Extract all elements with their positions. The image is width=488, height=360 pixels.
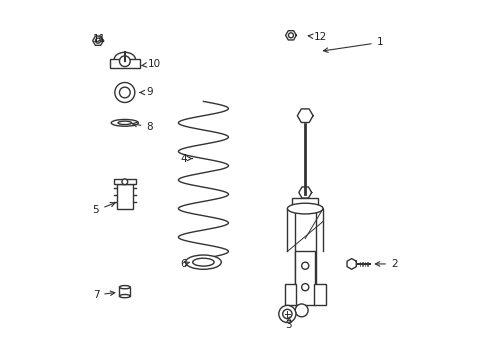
- Circle shape: [119, 87, 130, 98]
- Ellipse shape: [118, 121, 131, 125]
- Circle shape: [278, 305, 295, 323]
- Ellipse shape: [119, 294, 130, 298]
- Text: 9: 9: [140, 87, 153, 98]
- Polygon shape: [346, 258, 356, 269]
- Text: 5: 5: [93, 202, 115, 215]
- FancyBboxPatch shape: [294, 205, 315, 294]
- Circle shape: [119, 56, 130, 67]
- Ellipse shape: [119, 285, 130, 289]
- Circle shape: [301, 284, 308, 291]
- Circle shape: [282, 309, 291, 319]
- Bar: [114, 179, 135, 184]
- Text: 6: 6: [180, 259, 189, 269]
- Ellipse shape: [111, 120, 138, 126]
- Bar: [119, 287, 130, 296]
- Text: 11: 11: [93, 34, 106, 44]
- Bar: [314, 284, 325, 305]
- Text: 2: 2: [375, 259, 397, 269]
- Text: 7: 7: [93, 290, 115, 300]
- Polygon shape: [93, 36, 103, 45]
- Bar: [109, 59, 140, 68]
- Text: 12: 12: [307, 32, 327, 42]
- Text: 3: 3: [285, 317, 292, 330]
- Circle shape: [115, 82, 135, 103]
- Bar: [292, 198, 317, 207]
- Text: 10: 10: [142, 59, 161, 69]
- Text: 4: 4: [180, 154, 192, 163]
- Bar: [284, 284, 296, 305]
- Text: 1: 1: [323, 37, 383, 52]
- Polygon shape: [285, 31, 296, 40]
- Text: 8: 8: [132, 122, 153, 132]
- Bar: [295, 251, 314, 305]
- Circle shape: [95, 38, 101, 43]
- Circle shape: [295, 304, 307, 317]
- Circle shape: [301, 262, 308, 269]
- Polygon shape: [297, 109, 312, 122]
- Bar: [117, 184, 132, 209]
- Ellipse shape: [185, 255, 221, 269]
- Circle shape: [288, 33, 293, 38]
- Ellipse shape: [287, 203, 323, 214]
- Ellipse shape: [192, 258, 214, 266]
- Circle shape: [122, 179, 127, 185]
